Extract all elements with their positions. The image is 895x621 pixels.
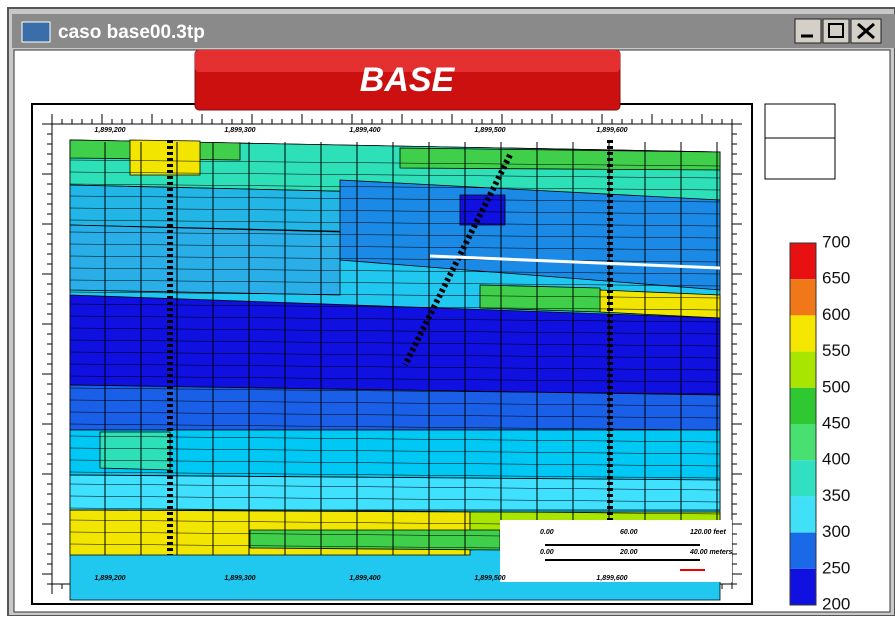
- window-buttons[interactable]: [794, 18, 882, 44]
- legend-label: 550: [822, 341, 850, 360]
- colorbar-band: [790, 315, 816, 352]
- scale-panel: [500, 520, 732, 582]
- info-box: [764, 103, 836, 180]
- colorbar-band: [790, 279, 816, 316]
- layer: [69, 224, 341, 296]
- axis-label: 1,899,200: [94, 127, 125, 134]
- axis-label: 1,899,200: [94, 575, 125, 582]
- colorbar-band: [790, 532, 816, 569]
- layer: [69, 474, 721, 511]
- colorbar: 700 650 600 550 500 450 400 350 300 250 200: [789, 232, 850, 613]
- colorbar-band: [790, 568, 816, 605]
- scale-label: 120.00 feet: [690, 529, 726, 536]
- colorbar-band: [790, 424, 816, 461]
- scale-label: 0.00: [540, 549, 554, 556]
- banner-highlight: [195, 50, 620, 72]
- legend-label: 600: [822, 305, 850, 324]
- colorbar-border: [789, 242, 817, 606]
- title-bar: [12, 14, 895, 48]
- layer: [129, 139, 201, 176]
- white-break: [429, 254, 721, 270]
- axis-label: 1,899,500: [474, 575, 505, 582]
- colorbar-band: [790, 351, 816, 388]
- axis-label: 1,899,500: [474, 127, 505, 134]
- close-glyph: [857, 22, 875, 40]
- scale-label: 60.00: [620, 529, 638, 536]
- axis-label: 1,899,400: [349, 127, 380, 134]
- axis-label: 1,899,300: [224, 127, 255, 134]
- window-title: caso base00.3tp: [58, 22, 205, 43]
- legend-label: 200: [822, 594, 850, 613]
- axis-label: 1,899,300: [224, 575, 255, 582]
- wells: [167, 140, 613, 555]
- legend-label: 700: [822, 232, 850, 251]
- legend-label: 350: [822, 486, 850, 505]
- colorbar-band: [790, 496, 816, 533]
- colorbar-band: [790, 243, 816, 280]
- window-icon: [21, 21, 51, 43]
- legend-label: 250: [822, 558, 850, 577]
- legend-label: 300: [822, 522, 850, 541]
- colorbar-band: [790, 460, 816, 497]
- axis-label: 1,899,400: [349, 575, 380, 582]
- layer: [399, 147, 721, 171]
- axis-label: 1,899,600: [596, 127, 627, 134]
- scale-label: 20.00: [619, 549, 638, 556]
- axis-label: 1,899,600: [596, 575, 627, 582]
- layer: [479, 284, 601, 313]
- scale-label: 40.00 meters: [689, 549, 733, 556]
- layer: [99, 431, 171, 471]
- maximize-button[interactable]: [822, 18, 850, 44]
- legend-label: 450: [822, 413, 850, 432]
- scale-label: 0.00: [540, 529, 554, 536]
- scale-labels: 0.00 60.00 120.00 feet 0.00 20.00 40.00 …: [540, 529, 733, 556]
- legend-label: 500: [822, 377, 850, 396]
- maximize-glyph: [828, 23, 844, 38]
- minimize-button[interactable]: [794, 18, 822, 44]
- legend-label: 400: [822, 450, 850, 469]
- axis-labels: 1,899,200 1,899,300 1,899,400 1,899,500 1,89…: [94, 127, 627, 582]
- banner-text: BASE: [360, 61, 456, 99]
- colorbar-band: [790, 387, 816, 424]
- legend-label: 650: [822, 269, 850, 288]
